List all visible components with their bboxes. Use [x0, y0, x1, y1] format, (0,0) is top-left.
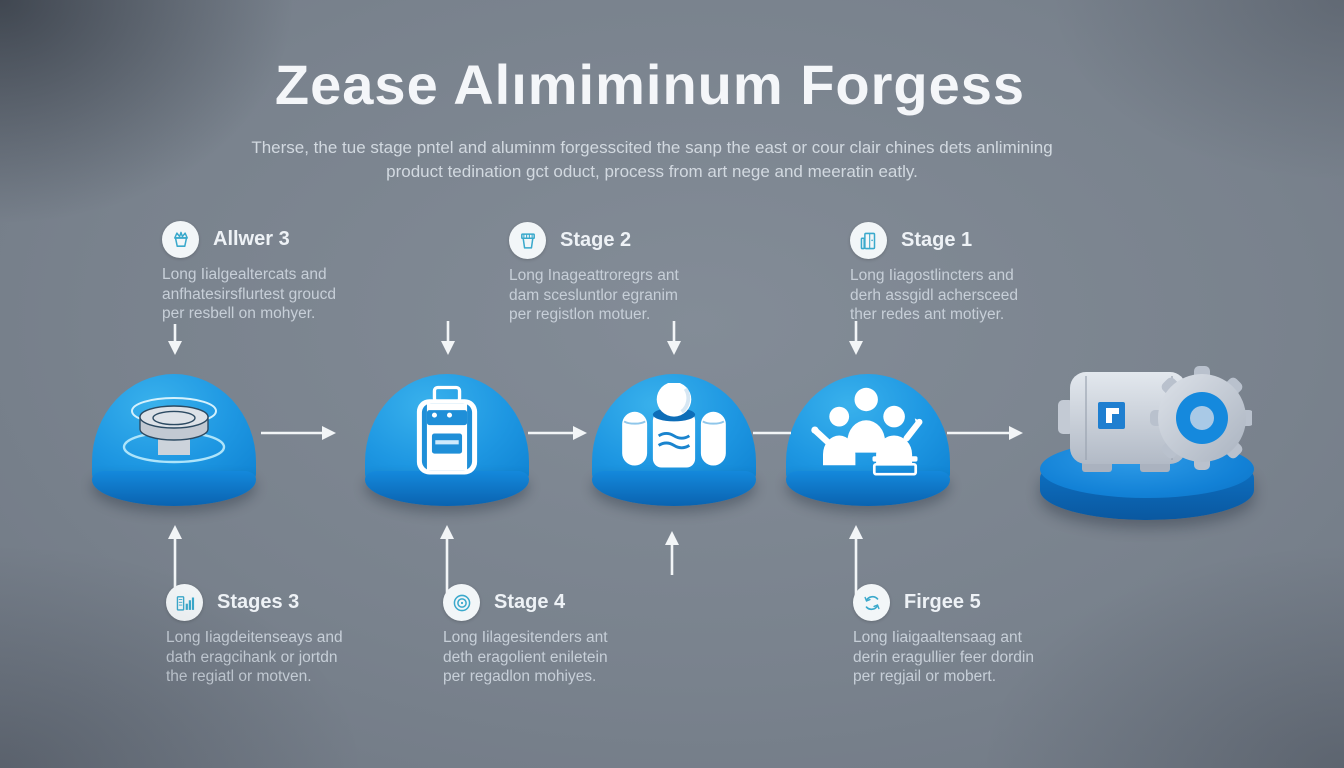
stage-head: Stage 2 [509, 222, 754, 259]
stage-label: Firgee 5 [904, 591, 981, 613]
stage-description: Long Iiaigaaltensaag ant derin eragullie… [853, 628, 1098, 687]
line: Long Iiaigaaltensaag ant [853, 629, 1022, 646]
line: Long Iilagesitenders ant [443, 629, 608, 646]
line: per registlon motuer. [509, 306, 651, 323]
subtitle-line-2: product tedination gct oduct, process fr… [386, 162, 918, 181]
stage-head: Firgee 5 [853, 584, 1098, 621]
dome-billets [592, 374, 756, 506]
stage-description: Long Iilagesitenders ant deth eragolient… [443, 628, 688, 687]
motor-gear-icon [1052, 356, 1254, 491]
stage-description: Long Iialgealtercats and anfhatesirsflur… [162, 265, 407, 324]
dome-team [786, 374, 950, 506]
stage-card-allwer-3: Allwer 3 Long Iialgealtercats and anfhat… [162, 221, 407, 324]
line: deth eragolient eniletein [443, 648, 608, 666]
stage-card-stage-1: Stage 1 Long Iiagostlincters and derh as… [850, 222, 1095, 325]
target-icon [443, 584, 480, 621]
stage-label: Stage 4 [494, 591, 566, 613]
stage-head: Allwer 3 [162, 221, 407, 258]
stage-card-firgee-5: Firgee 5 Long Iiaigaaltensaag ant derin … [853, 584, 1098, 687]
line: per regjail or mobert. [853, 668, 997, 685]
bar-chart-icon [166, 584, 203, 621]
line: anfhatesirsflurtest groucd [162, 285, 337, 303]
billet-cylinders-icon [592, 383, 756, 474]
stage-card-stage-2: Stage 2 Long Inageattroregrs ant dam sce… [509, 222, 754, 325]
basket-icon [162, 221, 199, 258]
line: Long Inageattroregrs ant [509, 267, 679, 284]
bin-icon [509, 222, 546, 259]
line: Long Iiagdeitenseays and [166, 629, 343, 646]
stage-head: Stages 3 [166, 584, 411, 621]
forging-machine-icon [365, 385, 529, 475]
line: per resbell on mohyer. [162, 305, 316, 322]
dome-pedestal [786, 471, 950, 506]
line: dam scesluntlor egranim [509, 286, 678, 304]
line: the regiatl or motven. [166, 668, 312, 685]
stage-label: Stage 2 [560, 229, 632, 251]
line: dath eragcihank or jortdn [166, 648, 338, 666]
line: derin eragullier feer dordin [853, 648, 1034, 666]
stage-label: Stage 1 [901, 229, 973, 251]
cabinet-icon [850, 222, 887, 259]
subtitle-line-1: Therse, the tue stage pntel and aluminm … [251, 138, 1053, 157]
team-icon [786, 387, 950, 476]
stage-head: Stage 1 [850, 222, 1095, 259]
line: derh assgidl achersceed [850, 286, 1019, 304]
dome-pedestal [92, 471, 256, 506]
page-title: Zease Alımiminum Forgess [274, 53, 1026, 116]
stage-head: Stage 4 [443, 584, 688, 621]
line: Long Iiagostlincters and [850, 267, 1014, 284]
page-subtitle: Therse, the tue stage pntel and aluminm … [222, 136, 1082, 184]
line: ther redes ant motiyer. [850, 306, 1005, 323]
stage-label: Allwer 3 [213, 228, 290, 250]
stage-label: Stages 3 [217, 591, 300, 613]
dome-forged-disc [92, 374, 256, 506]
dome-forging-machine [365, 374, 529, 506]
stage-description: Long Iiagdeitenseays and dath eragcihank… [166, 628, 411, 687]
stage-description: Long Inageattroregrs ant dam scesluntlor… [509, 266, 754, 325]
line: Long Iialgealtercats and [162, 266, 327, 283]
line: per regadlon mohiyes. [443, 668, 597, 685]
forged-disc-icon [92, 388, 256, 474]
recycle-icon [853, 584, 890, 621]
stage-card-stages-3: Stages 3 Long Iiagdeitenseays and dath e… [166, 584, 411, 687]
stage-description: Long Iiagostlincters and derh assgidl ac… [850, 266, 1095, 325]
stage-card-stage-4: Stage 4 Long Iilagesitenders ant deth er… [443, 584, 688, 687]
